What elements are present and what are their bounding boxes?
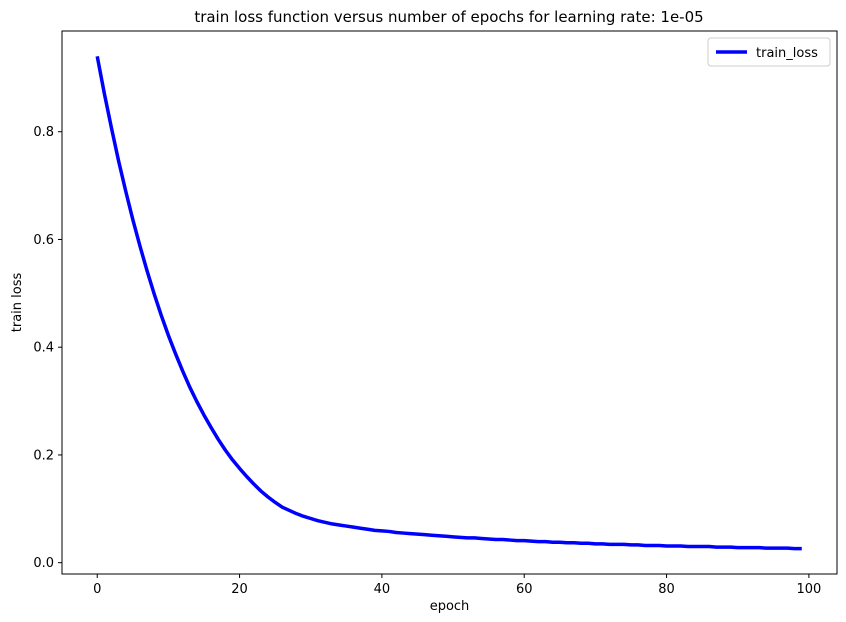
chart-title: train loss function versus number of epo… — [194, 8, 703, 26]
x-axis-title: epoch — [430, 599, 470, 614]
y-tick-label: 0.6 — [33, 233, 54, 248]
plot-area — [62, 31, 837, 574]
y-axis-ticks: 0.0 0.2 0.4 0.6 0.8 — [33, 125, 62, 571]
x-tick-label: 80 — [658, 582, 675, 597]
plot-frame — [61, 30, 838, 575]
y-tick-label: 0.2 — [33, 448, 54, 463]
x-tick-label: 0 — [93, 582, 101, 597]
x-tick-label: 20 — [231, 582, 248, 597]
legend: train_loss — [707, 37, 831, 67]
series-line-train-loss — [95, 55, 802, 551]
series-layer — [95, 55, 802, 551]
y-axis-title: train loss — [10, 273, 25, 333]
legend-label-train-loss: train_loss — [756, 46, 818, 61]
x-tick-label: 100 — [796, 582, 821, 597]
y-tick-label: 0.4 — [33, 341, 54, 356]
x-axis-ticks: 0 20 40 60 80 100 — [93, 574, 821, 597]
legend-box — [707, 37, 831, 67]
y-tick-label: 0.0 — [33, 556, 54, 571]
x-tick-label: 60 — [516, 582, 533, 597]
x-tick-label: 40 — [374, 582, 391, 597]
y-tick-label: 0.8 — [33, 125, 54, 140]
